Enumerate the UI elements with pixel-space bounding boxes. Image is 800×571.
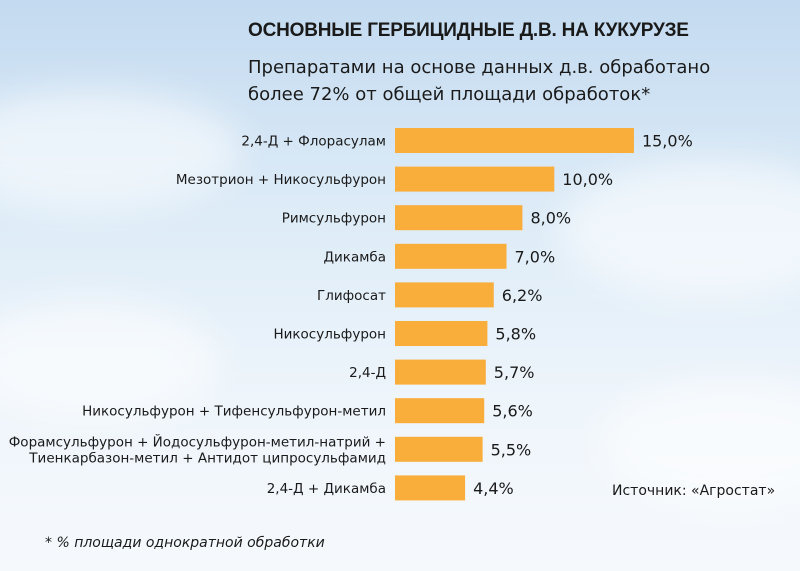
value-label-2: 8,0% [530, 209, 571, 228]
value-label-0: 15,0% [642, 132, 693, 151]
category-label-0: 2,4-Д + Флорасулам [241, 134, 386, 150]
category-label-7: Никосульфурон + Тифенсульфурон-метил [82, 404, 386, 420]
bar-9 [395, 475, 466, 501]
category-label-8: Форамсульфурон + Йодосульфурон-метил-нат… [9, 432, 386, 466]
value-label-1: 10,0% [562, 170, 613, 189]
bar-6 [395, 359, 486, 385]
category-label-6: 2,4-Д [349, 365, 386, 381]
bar-5 [395, 321, 488, 346]
value-label-6: 5,7% [494, 363, 535, 382]
value-label-7: 5,6% [492, 402, 533, 421]
chart-title: ОСНОВНЫЕ ГЕРБИЦИДНЫЕ Д.В. НА КУКУРУЗЕ [248, 20, 689, 41]
chart-footnote: * % площади однократной обработки [45, 535, 325, 551]
category-label-3: Дикамба [323, 249, 386, 265]
value-label-8: 5,5% [491, 440, 532, 459]
value-label-5: 5,8% [495, 325, 536, 344]
bar-3 [395, 243, 507, 269]
category-label-1: Мезотрион + Никосульфурон [176, 172, 386, 188]
value-label-3: 7,0% [515, 247, 556, 266]
bar-4 [395, 282, 494, 308]
category-label-line: Форамсульфурон + Йодосульфурон-метил-нат… [9, 432, 386, 450]
bar-7 [395, 398, 485, 424]
bar-1 [395, 166, 555, 192]
category-label-4: Глифосат [317, 288, 386, 304]
category-label-2: Римсульфурон [282, 211, 386, 227]
category-label-9: 2,4-Д + Дикамба [267, 481, 386, 497]
category-label-line: Тиенкарбазон-метил + Антидот ципросульфа… [28, 450, 386, 466]
value-label-4: 6,2% [502, 286, 543, 305]
chart-subtitle: Препаратами на основе данных д.в. обрабо… [248, 54, 710, 108]
value-label-9: 4,4% [473, 479, 514, 498]
bar-0 [395, 128, 634, 153]
bar-2 [395, 205, 523, 231]
chart-subtitle-line-2: более 72% от общей площади обработок* [248, 84, 651, 105]
chart-source: Источник: «Агростат» [612, 483, 776, 499]
chart-subtitle-line-1: Препаратами на основе данных д.в. обрабо… [248, 57, 711, 78]
bar-8 [395, 436, 483, 462]
category-label-5: Никосульфурон [273, 327, 386, 343]
